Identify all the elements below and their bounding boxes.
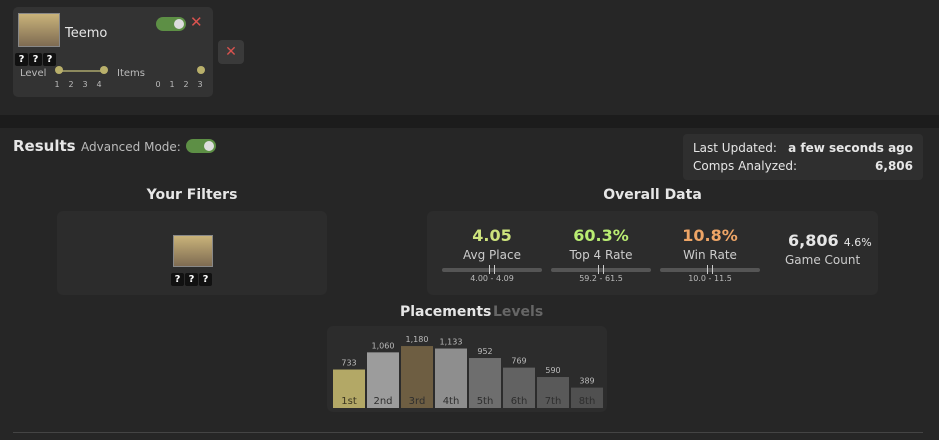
value-label: 389 — [579, 377, 594, 386]
stat-value: 4.05 — [472, 226, 512, 245]
category-label: 7th — [545, 396, 562, 407]
comps-label: Comps Analyzed: — [693, 159, 798, 173]
info-box: Last Updated: a few seconds ago Comps An… — [683, 134, 923, 180]
stat-value: 10.8% — [682, 226, 738, 245]
item-slot: ? — [185, 273, 198, 286]
item-slots: ??? — [15, 47, 57, 66]
item-slot: ? — [43, 53, 56, 66]
item-slots: ??? — [171, 267, 213, 286]
value-label: 1,060 — [372, 341, 395, 350]
advanced-mode-label: Advanced Mode: — [81, 140, 181, 154]
overall-title: Overall Data — [603, 187, 702, 203]
category-label: 3rd — [409, 396, 426, 407]
advanced-mode-toggle[interactable] — [186, 139, 216, 153]
stat-range: 10.0 - 11.5 — [688, 274, 732, 283]
unit-icon — [18, 13, 60, 47]
game-count: 6,806 — [788, 231, 839, 250]
stat-label: Top 4 Rate — [569, 248, 633, 262]
item-slot: ? — [171, 273, 184, 286]
range-marker — [489, 265, 495, 274]
game-pct: 4.6% — [843, 236, 872, 249]
category-label: 6th — [511, 396, 528, 407]
level-label: Level — [20, 68, 47, 79]
remove-button[interactable]: ✕ — [218, 40, 244, 64]
range-bar — [442, 268, 542, 272]
bar — [435, 348, 467, 408]
item-slot: ? — [15, 53, 28, 66]
category-label: 2nd — [373, 396, 392, 407]
game-count-label: Game Count — [785, 253, 861, 267]
last-updated: a few seconds ago — [788, 141, 913, 155]
value-label: 1,180 — [406, 335, 429, 344]
bar — [537, 377, 569, 408]
range-bar — [551, 268, 651, 272]
category-label: 4th — [443, 396, 460, 407]
level-slider[interactable] — [60, 70, 104, 72]
value-label: 1,133 — [440, 338, 463, 347]
unit-icon — [173, 235, 213, 267]
item-slot: ? — [29, 53, 42, 66]
tick-label: 1 — [169, 80, 175, 89]
tick-label: 1 — [54, 80, 60, 89]
slider-thumb[interactable] — [55, 66, 63, 74]
item-slot: ? — [199, 273, 212, 286]
items-label: Items — [117, 68, 145, 79]
category-label: 5th — [477, 396, 494, 407]
category-label: 1st — [341, 396, 357, 407]
tick-label: 0 — [155, 80, 161, 89]
bar — [333, 369, 365, 408]
tick-label: 3 — [82, 80, 88, 89]
slider-thumb[interactable] — [197, 66, 205, 74]
value-label: 952 — [477, 347, 492, 356]
tick-label: 2 — [68, 80, 74, 89]
stat-range: 4.00 - 4.09 — [470, 274, 514, 283]
tab[interactable]: Levels — [493, 304, 544, 320]
stat-label: Avg Place — [463, 248, 521, 262]
remove-icon[interactable]: ✕ — [190, 13, 203, 31]
tick-label: 2 — [183, 80, 189, 89]
range-marker — [707, 265, 713, 274]
value-label: 590 — [545, 366, 560, 375]
value-label: 769 — [511, 357, 526, 366]
bar — [503, 367, 535, 408]
range-bar — [660, 268, 760, 272]
filters-title: Your Filters — [146, 187, 238, 203]
bar — [367, 352, 399, 408]
filters-box: ??? — [57, 211, 327, 295]
last-updated-label: Last Updated: — [693, 141, 777, 155]
overall-box: 6,806 4.6% Game Count 4.05 Avg Place 4.00 … — [427, 211, 878, 295]
bar — [571, 387, 603, 408]
unit-toggle[interactable] — [156, 17, 186, 31]
tab[interactable]: Placements — [400, 304, 492, 320]
value-label: 733 — [341, 359, 356, 368]
stat-range: 59.2 - 61.5 — [579, 274, 623, 283]
bar — [469, 358, 501, 408]
tick-label: 3 — [197, 80, 203, 89]
bar — [401, 346, 433, 408]
placements-chart: 733 1st 1,060 2nd 1,180 3rd 1,133 4th 952 5th 769 6… — [333, 335, 603, 408]
tick-label: 4 — [96, 80, 102, 89]
stat-label: Win Rate — [683, 248, 737, 262]
divider — [13, 432, 923, 433]
comps: 6,806 — [875, 159, 913, 173]
stat-value: 60.3% — [573, 226, 629, 245]
unit-name: Teemo — [65, 26, 108, 41]
range-marker — [598, 265, 604, 274]
slider-thumb[interactable] — [100, 66, 108, 74]
category-label: 8th — [579, 396, 596, 407]
results-title: Results — [13, 137, 76, 155]
game-count-group: 6,806 4.6% — [788, 231, 872, 250]
